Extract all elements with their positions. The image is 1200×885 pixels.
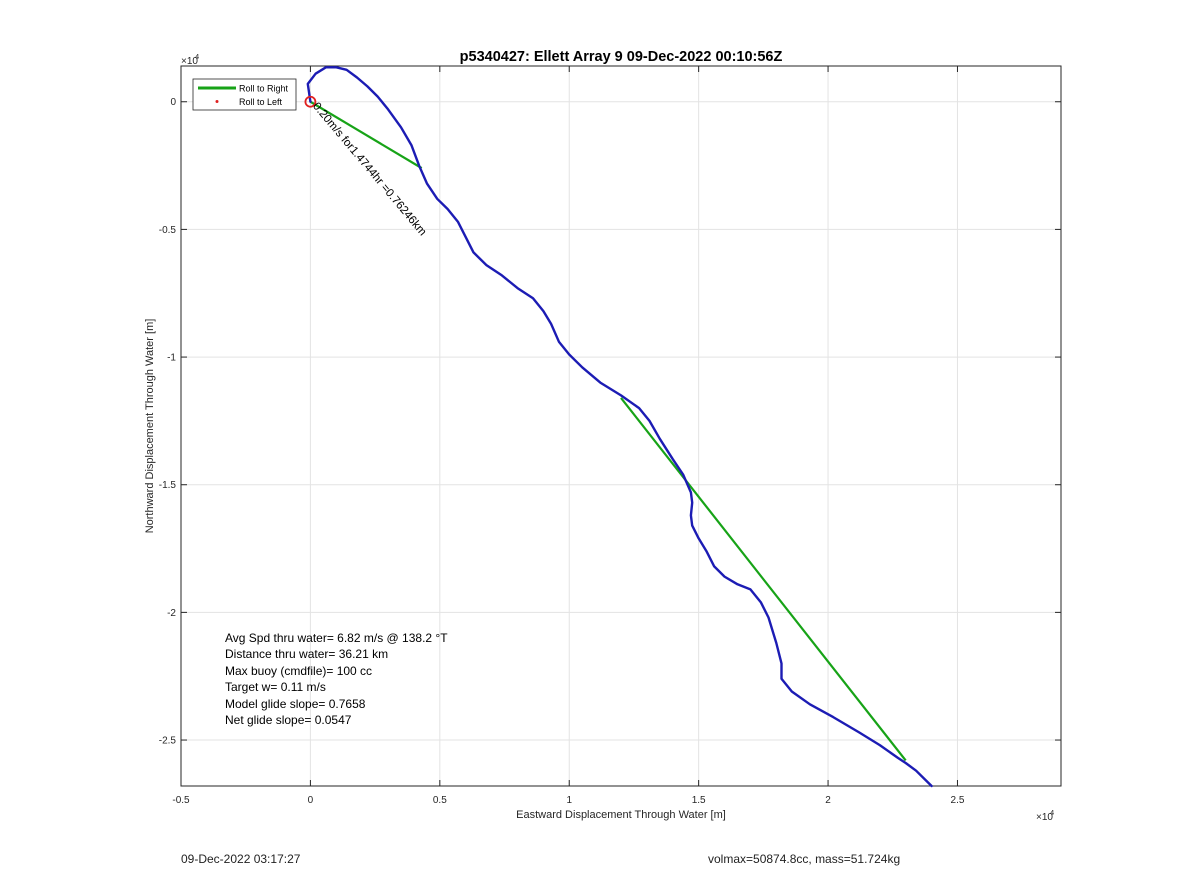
stat-avg-speed: Avg Spd thru water= 6.82 m/s @ 138.2 °T [225, 631, 448, 645]
axes-box [180, 65, 1062, 787]
grid-lines [180, 66, 1061, 786]
x-exponent: 4 [1050, 808, 1054, 817]
x-tick-labels: -0.5 0 0.5 1 1.5 2 2.5 [172, 795, 964, 806]
legend-box [192, 78, 297, 111]
stat-distance: Distance thru water= 36.21 km [225, 647, 389, 662]
footer-volmax-mass: volmax=50874.8cc, mass=51.724kg [708, 852, 901, 866]
y-tick-label: -1 [167, 353, 176, 364]
y-exponent-label: ×10 4 [181, 52, 199, 67]
y-tick-label: 0 [170, 97, 176, 108]
legend-label-roll-to-left: Roll to Left [239, 97, 283, 107]
stat-target-w: Target w= 0.11 m/s [225, 680, 326, 695]
y-tick-label: -2.5 [159, 736, 177, 747]
x-multiplier: ×10 [1036, 812, 1053, 823]
footer-timestamp: 09-Dec-2022 03:17:27 [181, 852, 301, 866]
axis-ticks [180, 66, 1061, 786]
chart-title: p5340427: Ellett Array 9 09-Dec-2022 00:… [460, 49, 783, 65]
legend: Roll to Right Roll to Left [192, 78, 297, 111]
y-tick-labels: 0 -0.5 -1 -1.5 -2 -2.5 [159, 97, 177, 746]
x-tick-label: 1.5 [692, 795, 706, 806]
y-multiplier: ×10 [181, 56, 198, 67]
x-axis-label: Eastward Displacement Through Water [m] [516, 809, 726, 821]
roll-right-segment [309, 100, 423, 170]
y-tick-label: -1.5 [159, 480, 177, 491]
stats-panel: Avg Spd thru water= 6.82 m/s @ 138.2 °T … [225, 630, 448, 728]
series-layer [304, 66, 933, 788]
roll-right-segment [620, 397, 907, 762]
x-tick-label: 0 [308, 795, 314, 806]
x-tick-label: 2.5 [951, 795, 965, 806]
x-tick-label: -0.5 [172, 795, 190, 806]
x-tick-label: 2 [825, 795, 831, 806]
y-tick-label: -0.5 [159, 225, 177, 236]
x-tick-label: 1 [566, 795, 572, 806]
stat-model-glide-slope: Model glide slope= 0.7658 [225, 696, 366, 711]
glider-track-line [306, 66, 933, 788]
legend-swatch-roll-to-left [215, 100, 219, 103]
y-tick-label: -2 [167, 608, 176, 619]
y-exponent: 4 [195, 52, 199, 61]
stat-max-buoy: Max buoy (cmdfile)= 100 cc [225, 663, 373, 678]
stat-net-glide-slope: Net glide slope= 0.0547 [225, 713, 352, 728]
start-marker [304, 95, 317, 108]
x-tick-label: 0.5 [433, 795, 447, 806]
y-axis-label: Northward Displacement Through Water [m] [144, 319, 156, 534]
legend-label-roll-to-right: Roll to Right [239, 84, 289, 94]
x-exponent-label: ×10 4 [1036, 808, 1054, 823]
